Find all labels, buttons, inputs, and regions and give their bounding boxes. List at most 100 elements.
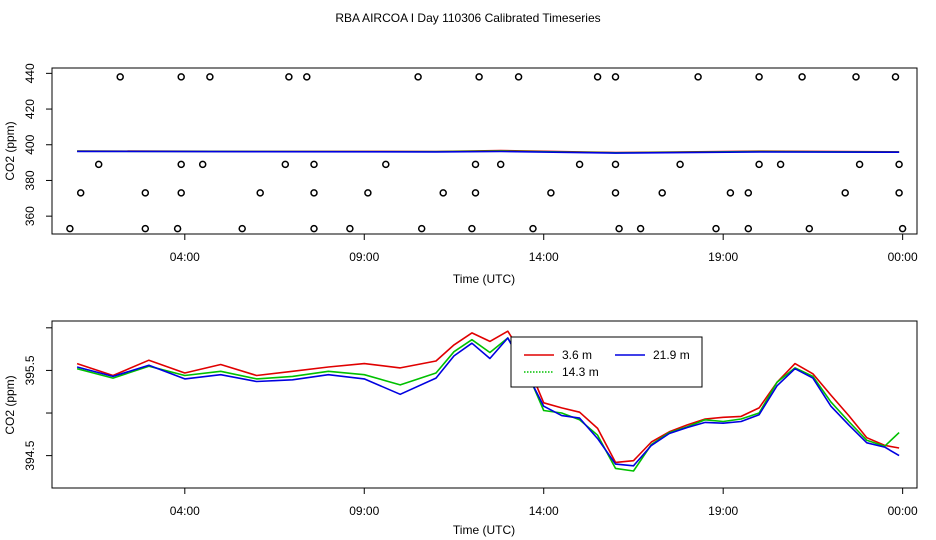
panel-1-y-label: CO2 (ppm) — [3, 121, 17, 180]
panel-1-lines — [77, 149, 900, 154]
panel-1-point-36 — [439, 189, 447, 197]
panel-1-x-tick-label-3: 19:00 — [708, 250, 738, 264]
panel-2: 04:00 09:00 14:00 19:00 00:00 394.5 395.5 3.6… — [3, 320, 918, 537]
panel-1-point-35 — [364, 189, 372, 197]
panel-1-x-label: Time (UTC) — [453, 272, 515, 286]
panel-1-point-40 — [658, 189, 666, 197]
panel-1-point-8 — [593, 73, 602, 81]
panel-1-point-54 — [615, 224, 623, 233]
panel-1-point-11 — [755, 73, 763, 81]
panel-1-point-12 — [798, 73, 806, 81]
panel-1-point-2 — [206, 73, 214, 81]
panel-1-y-tick-label-0: 360 — [23, 206, 37, 226]
legend: 3.6 m 21.9 m 14.3 m — [510, 336, 703, 388]
panel-2-x-tick-label-4: 00:00 — [888, 504, 918, 518]
panel-1-y-ticks: 360 380 400 420 440 — [23, 63, 52, 226]
panel-1-points — [66, 73, 907, 233]
panel-1-point-34 — [310, 189, 318, 197]
panel-1-point-39 — [611, 189, 620, 197]
panel-1-point-3 — [285, 73, 293, 81]
legend-label-3: 14.3 m — [562, 365, 599, 379]
panel-2-y-tick-label-2: 395.5 — [23, 355, 37, 385]
panel-1-point-48 — [238, 224, 246, 233]
panel-1-x-tick-label-1: 09:00 — [349, 250, 379, 264]
panel-2-lines — [76, 330, 900, 472]
panel-2-x-label: Time (UTC) — [453, 523, 515, 537]
panel-1-point-15 — [94, 160, 103, 169]
panel-2-x-tick-label-2: 14:00 — [529, 504, 559, 518]
panel-1-point-7 — [514, 73, 523, 81]
panel-2-x-tick-label-0: 04:00 — [170, 504, 200, 518]
panel-1-x-tick-label-0: 04:00 — [170, 250, 200, 264]
panel-1-point-16 — [177, 160, 185, 169]
panel-1-point-52 — [468, 224, 476, 233]
panel-1-point-5 — [414, 73, 422, 81]
panel-1-x-ticks: 04:00 09:00 14:00 19:00 00:00 — [170, 234, 918, 264]
panel-1-x-tick-label-2: 14:00 — [529, 250, 559, 264]
panel-2-y-label: CO2 (ppm) — [3, 375, 17, 434]
panel-2-series-1 — [76, 337, 900, 472]
panel-1-point-57 — [744, 224, 753, 233]
panel-1-point-10 — [694, 73, 702, 81]
chart-title: RBA AIRCOA I Day 110306 Calibrated Times… — [335, 11, 600, 25]
panel-1-point-37 — [471, 189, 480, 197]
panel-1-point-24 — [611, 160, 620, 169]
panel-1-point-59 — [898, 224, 907, 233]
panel-1-point-27 — [776, 160, 785, 169]
panel-1-point-13 — [852, 73, 860, 81]
panel-1-point-51 — [417, 224, 426, 233]
panel-2-frame — [51, 320, 918, 489]
panel-1-point-30 — [76, 189, 85, 197]
panel-1-point-18 — [281, 160, 290, 169]
panel-1-point-20 — [382, 160, 390, 169]
panel-1-point-46 — [141, 224, 150, 233]
panel-1-point-56 — [712, 224, 720, 233]
panel-1-point-0 — [116, 73, 124, 81]
panel-1-point-28 — [855, 160, 864, 169]
panel-1-point-25 — [676, 160, 684, 169]
panel-1-point-43 — [841, 189, 849, 197]
panel-1-point-21 — [471, 160, 480, 169]
panel-1-point-58 — [805, 224, 814, 233]
panel-1-point-45 — [66, 224, 74, 233]
legend-label-2: 21.9 m — [653, 348, 690, 362]
panel-1-point-19 — [310, 160, 318, 169]
panel-1-point-41 — [726, 189, 735, 197]
panel-1-frame — [51, 67, 918, 235]
panel-1-x-tick-label-4: 00:00 — [888, 250, 918, 264]
legend-box — [510, 336, 703, 388]
panel-2-series-0 — [76, 330, 900, 464]
panel-1-point-47 — [173, 224, 182, 233]
panel-1-point-44 — [895, 189, 903, 197]
panel-1-point-49 — [310, 224, 318, 233]
panel-1-point-17 — [198, 160, 207, 169]
legend-label-1: 3.6 m — [562, 348, 592, 362]
panel-1-point-31 — [141, 189, 150, 197]
panel-1-point-6 — [475, 73, 483, 81]
panel-1-y-tick-label-3: 420 — [23, 99, 37, 119]
panel-1-point-9 — [611, 73, 620, 81]
panel-2-y-tick-label-0: 394.5 — [23, 440, 37, 470]
panel-1-point-38 — [547, 189, 555, 197]
panel-1-point-53 — [529, 224, 537, 233]
panel-1-point-33 — [256, 189, 264, 197]
panel-2-y-ticks: 394.5 395.5 — [23, 327, 52, 471]
panel-1: 04:00 09:00 14:00 19:00 00:00 360 380 400 420 44… — [3, 63, 918, 286]
panel-1-point-14 — [891, 73, 900, 81]
panel-1-point-23 — [575, 160, 584, 169]
panel-1-point-26 — [755, 160, 763, 169]
panel-1-point-55 — [636, 224, 645, 233]
panel-2-x-tick-label-3: 19:00 — [708, 504, 738, 518]
panel-1-point-42 — [744, 189, 753, 197]
panel-1-y-tick-label-2: 400 — [23, 134, 37, 154]
panel-1-y-tick-label-4: 440 — [23, 63, 37, 83]
panel-1-point-29 — [895, 160, 903, 169]
panel-2-x-tick-label-1: 09:00 — [349, 504, 379, 518]
panel-1-point-32 — [177, 189, 185, 197]
panel-1-y-tick-label-1: 380 — [23, 170, 37, 190]
panel-1-point-1 — [177, 73, 185, 81]
panel-2-x-ticks: 04:00 09:00 14:00 19:00 00:00 — [170, 488, 918, 518]
panel-1-point-50 — [346, 224, 354, 233]
panel-1-point-22 — [496, 160, 505, 169]
